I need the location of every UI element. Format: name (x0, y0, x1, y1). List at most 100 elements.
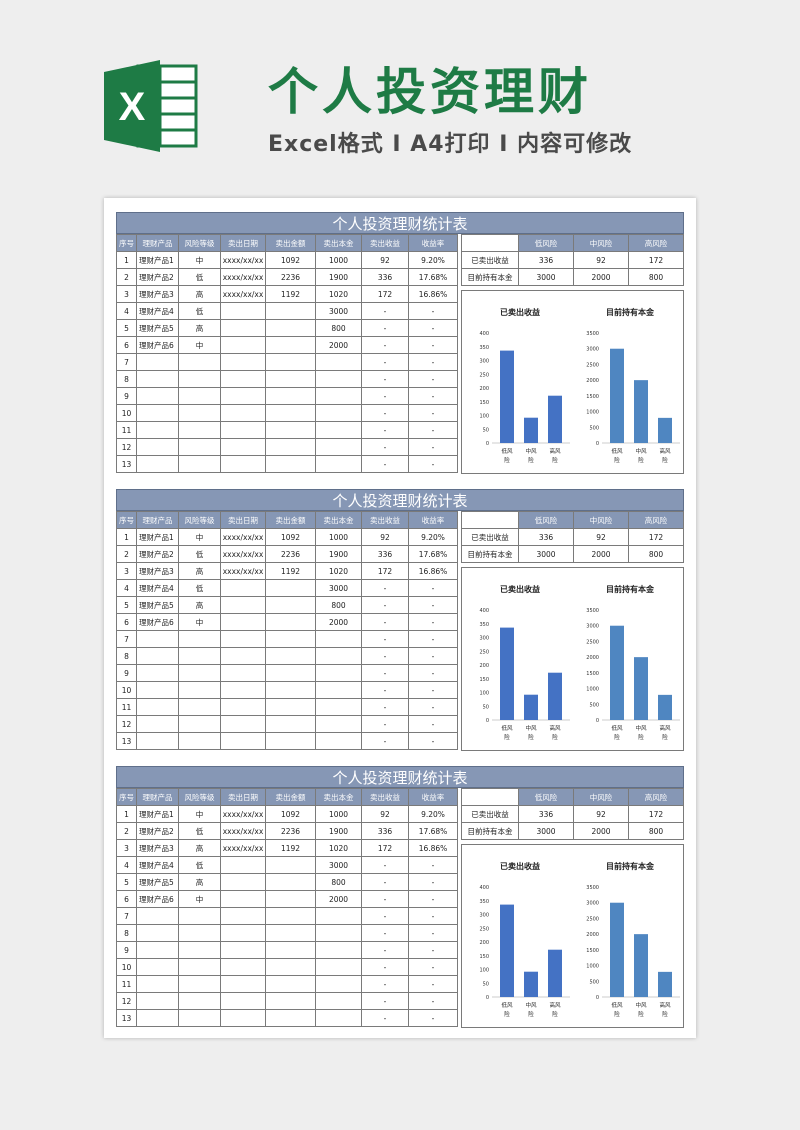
table-cell[interactable] (178, 732, 221, 750)
table-cell[interactable]: 1192 (265, 839, 316, 857)
table-cell[interactable] (178, 664, 221, 682)
summary-cell[interactable]: 800 (628, 545, 684, 563)
table-cell[interactable]: 1092 (265, 805, 316, 823)
table-cell[interactable]: - (408, 664, 458, 682)
table-cell[interactable] (315, 715, 362, 733)
table-cell[interactable] (136, 924, 179, 942)
table-cell[interactable] (265, 647, 316, 665)
table-cell[interactable] (315, 681, 362, 699)
table-cell[interactable]: 中 (178, 890, 221, 908)
table-cell[interactable]: 9.20% (408, 528, 458, 546)
table-cell[interactable]: 3 (116, 562, 137, 580)
table-cell[interactable] (136, 353, 179, 371)
summary-cell[interactable]: 92 (573, 805, 629, 823)
table-cell[interactable]: 理财产品3 (136, 285, 179, 303)
table-cell[interactable]: - (408, 715, 458, 733)
table-cell[interactable]: xxxx/xx/xx (220, 822, 266, 840)
table-cell[interactable] (265, 664, 316, 682)
table-cell[interactable] (136, 941, 179, 959)
table-cell[interactable] (220, 630, 266, 648)
table-cell[interactable]: 高 (178, 596, 221, 614)
table-cell[interactable] (220, 613, 266, 631)
table-cell[interactable]: 11 (116, 698, 137, 716)
table-cell[interactable]: 92 (361, 805, 409, 823)
table-cell[interactable] (315, 1009, 362, 1027)
table-cell[interactable] (178, 647, 221, 665)
table-cell[interactable]: xxxx/xx/xx (220, 528, 266, 546)
table-cell[interactable] (315, 992, 362, 1010)
table-cell[interactable]: 7 (116, 630, 137, 648)
summary-cell[interactable]: 3000 (518, 268, 574, 286)
table-cell[interactable]: - (361, 732, 409, 750)
table-cell[interactable] (178, 438, 221, 456)
table-cell[interactable]: - (408, 890, 458, 908)
summary-cell[interactable]: 800 (628, 822, 684, 840)
table-cell[interactable] (220, 664, 266, 682)
table-cell[interactable] (315, 455, 362, 473)
table-cell[interactable]: 理财产品5 (136, 319, 179, 337)
table-cell[interactable]: - (408, 613, 458, 631)
table-cell[interactable] (265, 404, 316, 422)
table-cell[interactable]: - (361, 681, 409, 699)
table-cell[interactable]: 理财产品2 (136, 545, 179, 563)
table-cell[interactable]: - (361, 1009, 409, 1027)
table-cell[interactable]: 10 (116, 958, 137, 976)
table-cell[interactable]: - (408, 698, 458, 716)
table-cell[interactable] (178, 455, 221, 473)
table-cell[interactable]: 172 (361, 285, 409, 303)
summary-cell[interactable]: 已卖出收益 (461, 528, 519, 546)
table-cell[interactable]: 1000 (315, 528, 362, 546)
table-cell[interactable] (315, 907, 362, 925)
table-cell[interactable]: 理财产品1 (136, 251, 179, 269)
table-cell[interactable] (265, 579, 316, 597)
table-cell[interactable] (315, 404, 362, 422)
table-cell[interactable] (178, 370, 221, 388)
table-cell[interactable] (136, 732, 179, 750)
table-cell[interactable] (315, 958, 362, 976)
table-cell[interactable]: - (361, 302, 409, 320)
table-cell[interactable]: 1020 (315, 285, 362, 303)
table-cell[interactable] (220, 715, 266, 733)
table-cell[interactable] (265, 856, 316, 874)
table-cell[interactable]: - (361, 421, 409, 439)
table-cell[interactable]: 理财产品3 (136, 562, 179, 580)
table-cell[interactable]: - (408, 732, 458, 750)
table-cell[interactable]: - (361, 664, 409, 682)
table-cell[interactable] (178, 387, 221, 405)
table-cell[interactable] (178, 992, 221, 1010)
table-cell[interactable]: 中 (178, 251, 221, 269)
table-cell[interactable] (220, 907, 266, 925)
table-cell[interactable]: 4 (116, 302, 137, 320)
table-cell[interactable] (315, 732, 362, 750)
table-cell[interactable]: 理财产品2 (136, 822, 179, 840)
table-cell[interactable] (315, 353, 362, 371)
table-cell[interactable]: 336 (361, 822, 409, 840)
table-cell[interactable]: - (361, 613, 409, 631)
table-cell[interactable]: 13 (116, 732, 137, 750)
table-cell[interactable]: 17.68% (408, 268, 458, 286)
table-cell[interactable]: 低 (178, 545, 221, 563)
table-cell[interactable]: 1000 (315, 805, 362, 823)
table-cell[interactable]: xxxx/xx/xx (220, 268, 266, 286)
table-cell[interactable] (220, 353, 266, 371)
table-cell[interactable]: - (408, 1009, 458, 1027)
table-cell[interactable]: 9 (116, 387, 137, 405)
table-cell[interactable] (136, 975, 179, 993)
table-cell[interactable] (220, 873, 266, 891)
table-cell[interactable]: 7 (116, 353, 137, 371)
table-cell[interactable] (265, 698, 316, 716)
table-cell[interactable] (136, 387, 179, 405)
table-cell[interactable]: 2 (116, 545, 137, 563)
table-cell[interactable]: 9 (116, 941, 137, 959)
table-cell[interactable] (136, 698, 179, 716)
table-cell[interactable] (136, 630, 179, 648)
table-cell[interactable]: 5 (116, 596, 137, 614)
table-cell[interactable]: 11 (116, 421, 137, 439)
table-cell[interactable] (265, 319, 316, 337)
table-cell[interactable]: 1 (116, 805, 137, 823)
table-cell[interactable]: 3 (116, 285, 137, 303)
table-cell[interactable] (136, 647, 179, 665)
table-cell[interactable]: 2236 (265, 268, 316, 286)
table-cell[interactable] (315, 387, 362, 405)
table-cell[interactable] (220, 975, 266, 993)
